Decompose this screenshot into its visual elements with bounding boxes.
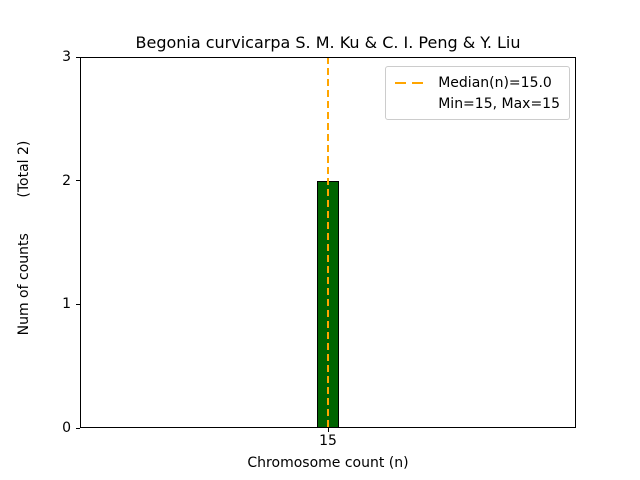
y-tick-mark xyxy=(76,427,80,429)
legend: Median(n)=15.0 Min=15, Max=15 xyxy=(385,66,570,120)
legend-entry-median: Median(n)=15.0 xyxy=(395,72,560,93)
legend-entry-minmax: Min=15, Max=15 xyxy=(395,93,560,114)
legend-label-median: Median(n)=15.0 xyxy=(438,74,552,91)
x-tick-mark xyxy=(327,428,329,432)
y-tick-label: 2 xyxy=(62,172,71,189)
y-tick-mark xyxy=(76,180,80,182)
y-tick-mark xyxy=(76,303,80,305)
plot-area: Median(n)=15.0 Min=15, Max=15 xyxy=(80,57,576,428)
y-tick-mark xyxy=(76,56,80,58)
y-tick-label: 3 xyxy=(62,49,71,65)
legend-empty-handle xyxy=(395,103,429,105)
x-axis-label: Chromosome count (n) xyxy=(247,455,409,471)
y-tick-label: 0 xyxy=(62,420,71,436)
chart-title: Begonia curvicarpa S. M. Ku & C. I. Peng… xyxy=(135,33,521,52)
median-line xyxy=(327,57,329,428)
x-tick-label: 15 xyxy=(319,433,337,449)
median-dashed-line-sample xyxy=(395,81,430,84)
y-tick-label: 1 xyxy=(62,296,71,313)
legend-label-minmax: Min=15, Max=15 xyxy=(438,95,560,112)
